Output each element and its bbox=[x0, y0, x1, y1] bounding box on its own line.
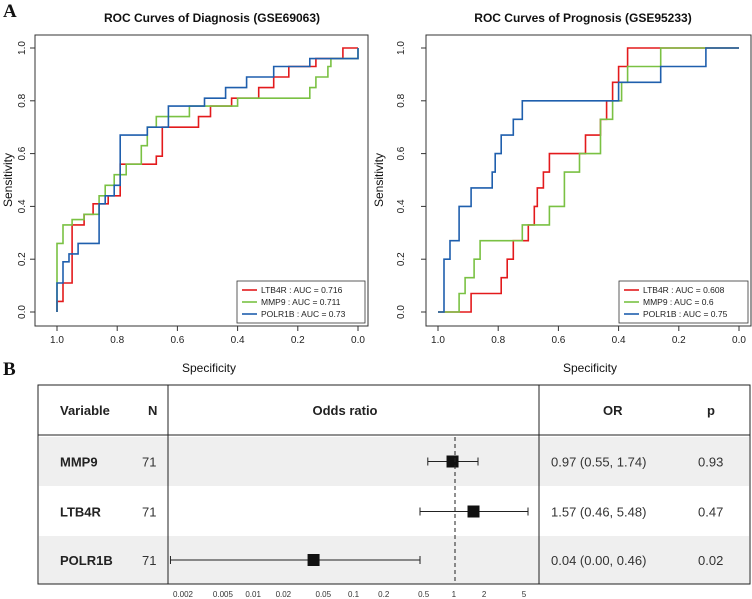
roc-curves bbox=[56, 47, 359, 312]
header-p: p bbox=[707, 403, 715, 418]
header-odds-ratio: Odds ratio bbox=[312, 403, 377, 418]
row-variable: POLR1B bbox=[60, 553, 113, 568]
x-tick-label: 2 bbox=[482, 590, 487, 599]
x-tick-label: 0.5 bbox=[418, 590, 430, 599]
x-tick-label: 0.4 bbox=[612, 335, 626, 346]
y-tick-label: 0.0 bbox=[396, 305, 407, 319]
roc-curve-polr1b bbox=[56, 48, 359, 312]
row-background bbox=[39, 437, 749, 486]
x-tick-label: 0.6 bbox=[551, 335, 565, 346]
legend-entry: POLR1B : AUC = 0.73 bbox=[261, 309, 346, 319]
x-tick-label: 0.002 bbox=[173, 590, 194, 599]
row-n: 71 bbox=[142, 455, 156, 470]
row-p-value: 0.47 bbox=[698, 505, 723, 520]
plot-frame bbox=[34, 34, 369, 327]
chart-title: ROC Curves of Prognosis (GSE95233) bbox=[474, 11, 691, 25]
x-tick-label: 5 bbox=[522, 590, 527, 599]
legend-box bbox=[236, 280, 366, 324]
roc-curve-mmp9 bbox=[438, 47, 739, 313]
y-axis-title: Sensitivity bbox=[372, 153, 386, 207]
y-tick-label: 0.8 bbox=[17, 93, 28, 107]
header-variable: Variable bbox=[60, 403, 110, 418]
table-row: LTB4R 71 1.57 (0.46, 5.48) 0.47 bbox=[60, 505, 723, 520]
legend-box bbox=[618, 280, 749, 324]
plot-frame bbox=[425, 34, 752, 327]
row-n: 71 bbox=[142, 553, 156, 568]
x-tick-label: 0.05 bbox=[316, 590, 332, 599]
roc-curve-polr1b bbox=[438, 47, 739, 313]
x-tick-label: 0.0 bbox=[351, 335, 365, 346]
x-axis-title: Specificity bbox=[563, 361, 617, 375]
x-tick-label: 0.2 bbox=[672, 335, 686, 346]
row-p-value: 0.02 bbox=[698, 553, 723, 568]
chart-title: ROC Curves of Diagnosis (GSE69063) bbox=[104, 11, 320, 25]
row-or-ci: 0.04 (0.00, 0.46) bbox=[551, 553, 646, 568]
x-tick-label: 0.2 bbox=[291, 335, 305, 346]
forest-plot-table: Variable N Odds ratio OR p MMP9 71 0.97 (0… bbox=[37, 384, 751, 599]
header-n: N bbox=[148, 403, 157, 418]
x-tick-label: 1.0 bbox=[50, 335, 64, 346]
x-tick-label: 0.1 bbox=[348, 590, 360, 599]
row-or-ci: 1.57 (0.46, 5.48) bbox=[551, 505, 646, 520]
legend: LTB4R : AUC = 0.716 MMP9 : AUC = 0.711 POL… bbox=[236, 280, 366, 324]
y-tick-label: 0.6 bbox=[396, 146, 407, 160]
x-tick-label: 0.0 bbox=[732, 335, 746, 346]
x-tick-label: 0.02 bbox=[276, 590, 292, 599]
x-tick-label: 0.8 bbox=[110, 335, 124, 346]
legend-entry: MMP9 : AUC = 0.711 bbox=[261, 297, 341, 307]
table-row: POLR1B 71 0.04 (0.00, 0.46) 0.02 bbox=[60, 553, 723, 568]
table-rows: MMP9 71 0.97 (0.55, 1.74) 0.93 LTB4R 71 1.57 (… bbox=[60, 455, 723, 569]
x-tick-label: 1.0 bbox=[431, 335, 445, 346]
x-tick-label: 0.8 bbox=[491, 335, 505, 346]
x-tick-label: 0.2 bbox=[378, 590, 390, 599]
y-tick-label: 0.2 bbox=[17, 252, 28, 266]
or-point bbox=[446, 455, 459, 468]
row-variable: LTB4R bbox=[60, 505, 102, 520]
roc-curve-mmp9 bbox=[56, 48, 359, 312]
legend-entry: LTB4R : AUC = 0.716 bbox=[261, 285, 343, 295]
x-tick-label: 0.005 bbox=[213, 590, 234, 599]
y-tick-label: 0.0 bbox=[17, 305, 28, 319]
y-tick-label: 0.4 bbox=[17, 199, 28, 213]
row-background bbox=[39, 487, 749, 536]
row-backgrounds bbox=[39, 437, 749, 584]
legend-entry: LTB4R : AUC = 0.608 bbox=[643, 285, 725, 295]
y-axis-title: Sensitivity bbox=[1, 153, 15, 207]
or-point bbox=[467, 505, 480, 518]
or-point bbox=[307, 554, 320, 566]
y-tick-label: 0.8 bbox=[396, 93, 407, 107]
row-n: 71 bbox=[142, 505, 156, 520]
y-tick-label: 1.0 bbox=[17, 41, 28, 55]
legend-entry: MMP9 : AUC = 0.6 bbox=[643, 297, 714, 307]
x-tick-label: 0.6 bbox=[170, 335, 184, 346]
axis-ticks: 1.0 0.8 0.6 0.4 0.2 0.0 0.0 0.2 0.4 0.6 0.8 1.0 bbox=[396, 41, 746, 346]
x-tick-label: 0.4 bbox=[231, 335, 245, 346]
roc-chart-diagnosis: ROC Curves of Diagnosis (GSE69063) Speci… bbox=[1, 11, 369, 375]
y-tick-label: 1.0 bbox=[396, 41, 407, 55]
row-variable: MMP9 bbox=[60, 455, 98, 470]
legend: LTB4R : AUC = 0.608 MMP9 : AUC = 0.6 POLR1… bbox=[618, 280, 749, 324]
x-axis-ticks: 0.002 0.005 0.01 0.02 0.05 0.1 0.2 0.5 1 2 5 bbox=[173, 590, 527, 599]
table-frame bbox=[37, 384, 751, 585]
y-tick-label: 0.4 bbox=[396, 199, 407, 213]
roc-curve-ltb4r bbox=[438, 47, 739, 313]
x-tick-label: 0.01 bbox=[245, 590, 261, 599]
roc-curves bbox=[438, 47, 739, 313]
panel-label-a: A bbox=[3, 1, 17, 22]
legend-entry: POLR1B : AUC = 0.75 bbox=[643, 309, 728, 319]
x-axis-title: Specificity bbox=[182, 361, 236, 375]
header-or: OR bbox=[603, 403, 623, 418]
table-row: MMP9 71 0.97 (0.55, 1.74) 0.93 bbox=[60, 455, 723, 470]
x-tick-label: 1 bbox=[452, 590, 457, 599]
panel-label-b: B bbox=[3, 359, 16, 380]
y-tick-label: 0.2 bbox=[396, 252, 407, 266]
row-or-ci: 0.97 (0.55, 1.74) bbox=[551, 455, 646, 470]
roc-chart-prognosis: ROC Curves of Prognosis (GSE95233) Speci… bbox=[372, 11, 752, 375]
row-p-value: 0.93 bbox=[698, 455, 723, 470]
y-tick-label: 0.6 bbox=[17, 146, 28, 160]
axis-ticks: 1.0 0.8 0.6 0.4 0.2 0.0 0.0 0.2 0.4 0.6 0.8 1.0 bbox=[17, 41, 365, 346]
